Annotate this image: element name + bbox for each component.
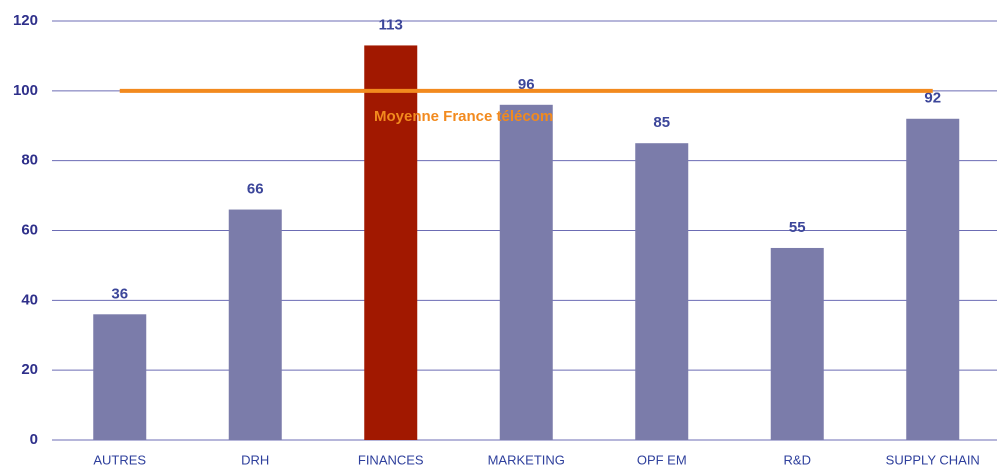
y-tick-label: 0: [30, 431, 38, 448]
bar: [228, 209, 282, 440]
y-tick-label: 100: [13, 82, 38, 99]
bar: [93, 314, 147, 440]
x-tick-label: FINANCES: [358, 452, 424, 467]
x-tick-label: DRH: [241, 452, 269, 467]
y-tick-label: 60: [21, 221, 38, 238]
value-label: 66: [247, 181, 264, 198]
x-tick-label: OPF EM: [637, 452, 687, 467]
bar: [906, 118, 960, 441]
y-tick-label: 80: [21, 152, 38, 169]
bar: [635, 143, 689, 441]
value-label: 36: [111, 285, 128, 302]
x-tick-label: MARKETING: [488, 452, 565, 467]
x-tick-label: AUTRES: [93, 452, 146, 467]
bar: [499, 104, 553, 441]
y-tick-label: 40: [21, 291, 38, 308]
reference-label: Moyenne France télécom: [374, 108, 553, 125]
x-tick-label: SUPPLY CHAIN: [886, 452, 980, 467]
value-label: 96: [518, 76, 535, 93]
bar: [364, 45, 418, 441]
x-tick-label: R&D: [784, 452, 811, 467]
y-tick-label: 120: [13, 12, 38, 29]
value-label: 113: [379, 16, 403, 33]
bar: [770, 247, 824, 440]
value-label: 85: [653, 114, 670, 131]
value-label: 55: [789, 219, 806, 236]
value-label: 92: [924, 90, 941, 107]
y-tick-label: 20: [21, 361, 38, 378]
